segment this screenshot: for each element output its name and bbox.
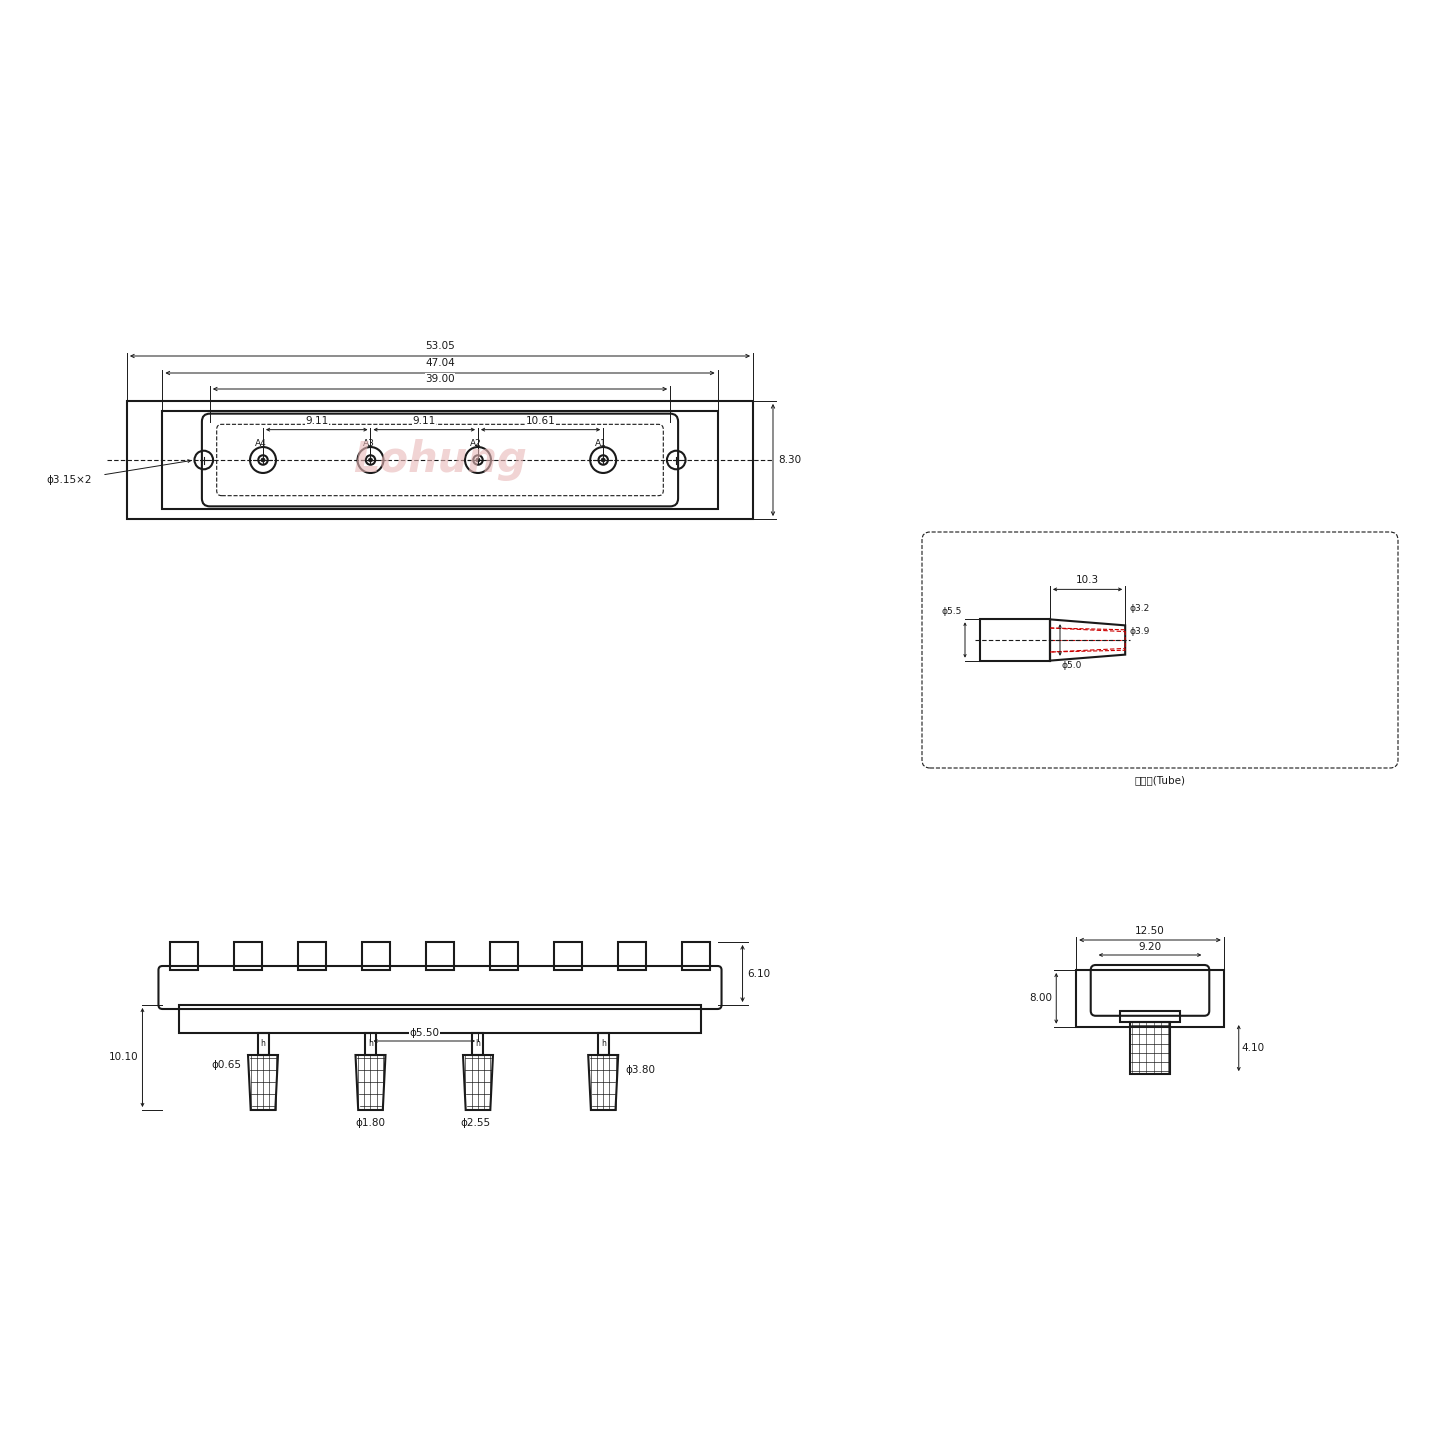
- Text: 39.00: 39.00: [425, 374, 455, 384]
- Text: 53.05: 53.05: [425, 341, 455, 351]
- Text: A1: A1: [595, 439, 608, 448]
- Text: A2: A2: [469, 439, 482, 448]
- Text: 6.10: 6.10: [747, 969, 770, 979]
- Text: 9.11: 9.11: [305, 416, 328, 426]
- Text: 8.00: 8.00: [1030, 994, 1053, 1004]
- Text: 10.61: 10.61: [526, 416, 556, 426]
- Text: ϕ1.80: ϕ1.80: [356, 1117, 386, 1128]
- Text: 屏蔽管(Tube): 屏蔽管(Tube): [1135, 775, 1185, 785]
- Text: ϕ3.15×2: ϕ3.15×2: [46, 475, 92, 485]
- Text: ϕ5.0: ϕ5.0: [1061, 661, 1083, 670]
- Text: ϕ3.2: ϕ3.2: [1129, 605, 1149, 613]
- Text: A3: A3: [363, 439, 374, 448]
- Text: 9.11: 9.11: [413, 416, 436, 426]
- Text: 10.10: 10.10: [109, 1053, 138, 1063]
- Circle shape: [369, 458, 373, 462]
- Text: 10.3: 10.3: [1076, 576, 1099, 586]
- Text: h: h: [369, 1040, 373, 1048]
- Text: ϕ5.50: ϕ5.50: [409, 1028, 439, 1038]
- Text: A4: A4: [255, 439, 266, 448]
- Text: ϕ3.9: ϕ3.9: [1129, 628, 1149, 636]
- Text: ϕ2.55: ϕ2.55: [459, 1117, 490, 1128]
- Text: 8.30: 8.30: [778, 455, 801, 465]
- Text: 9.20: 9.20: [1139, 942, 1162, 952]
- Text: 12.50: 12.50: [1135, 926, 1165, 936]
- Text: 4.10: 4.10: [1241, 1043, 1264, 1053]
- Text: ϕ5.5: ϕ5.5: [942, 608, 962, 616]
- Circle shape: [477, 458, 480, 462]
- Text: ϕ3.80: ϕ3.80: [625, 1066, 655, 1076]
- Text: h: h: [475, 1040, 481, 1048]
- Text: h: h: [600, 1040, 606, 1048]
- Text: 47.04: 47.04: [425, 359, 455, 369]
- Text: Lohung: Lohung: [353, 439, 527, 481]
- Text: ϕ0.65: ϕ0.65: [212, 1060, 240, 1070]
- Circle shape: [600, 458, 605, 462]
- Text: h: h: [261, 1040, 265, 1048]
- Circle shape: [261, 458, 265, 462]
